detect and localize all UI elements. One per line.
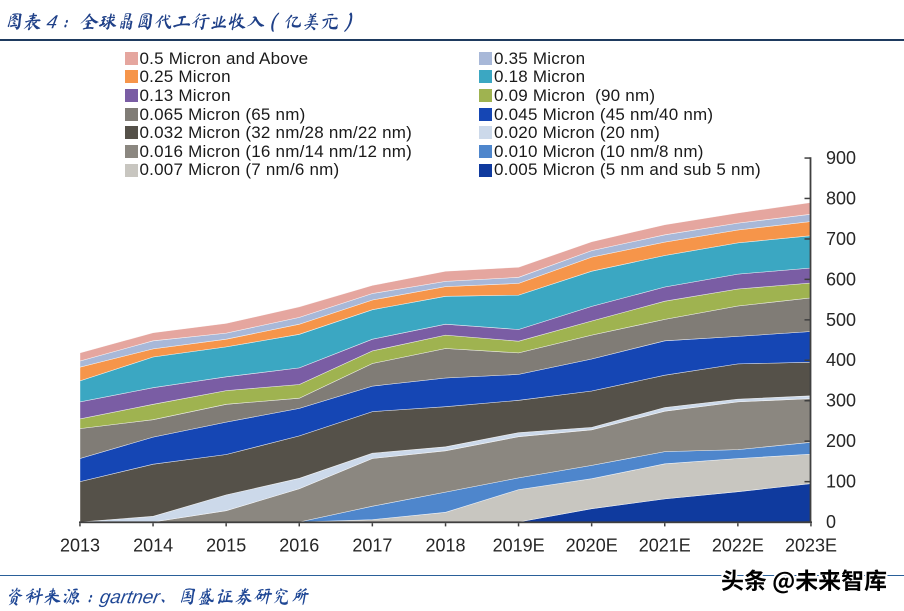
svg-text:2015: 2015 [206,536,246,556]
svg-text:600: 600 [826,269,856,289]
svg-text:2019E: 2019E [493,536,545,556]
svg-text:100: 100 [826,472,856,492]
svg-text:200: 200 [826,431,856,451]
svg-text:2017: 2017 [352,536,392,556]
svg-text:2013: 2013 [60,536,100,556]
svg-text:2021E: 2021E [639,536,691,556]
svg-text:2023E: 2023E [785,536,837,556]
svg-text:700: 700 [826,229,856,249]
svg-text:0: 0 [826,512,836,532]
svg-text:2018: 2018 [425,536,465,556]
svg-text:900: 900 [826,148,856,168]
svg-text:2022E: 2022E [712,536,764,556]
svg-text:500: 500 [826,310,856,330]
svg-text:2016: 2016 [279,536,319,556]
svg-text:300: 300 [826,391,856,411]
svg-text:2014: 2014 [133,536,173,556]
svg-text:800: 800 [826,188,856,208]
svg-text:400: 400 [826,350,856,370]
svg-text:2020E: 2020E [566,536,618,556]
